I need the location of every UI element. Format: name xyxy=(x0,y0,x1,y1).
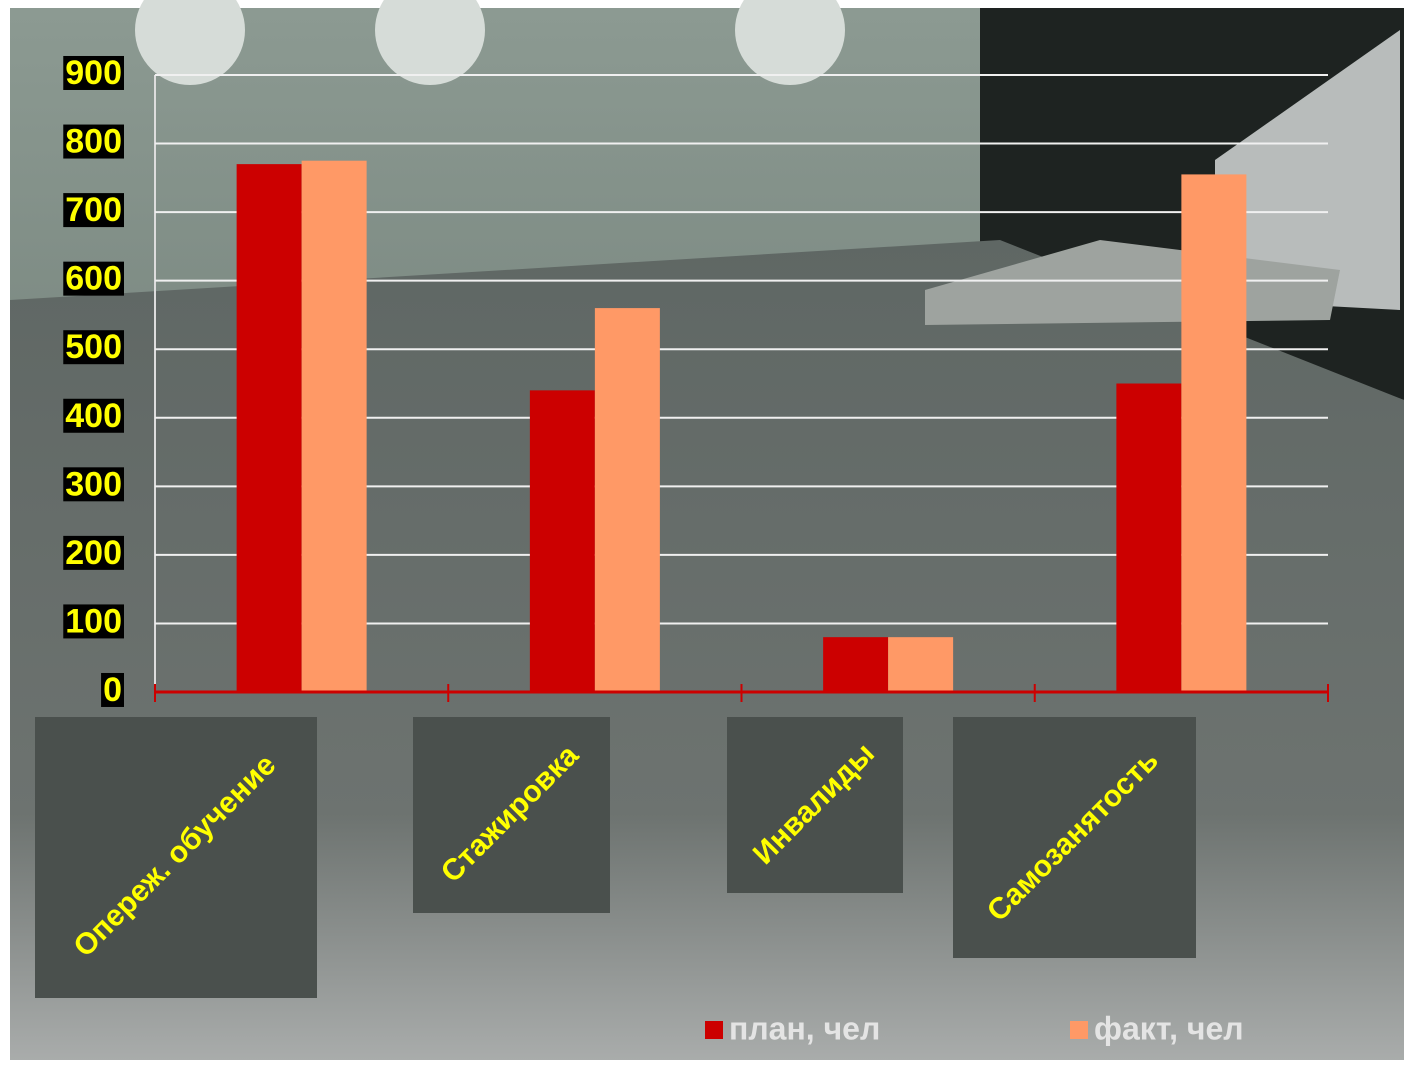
legend-label: факт, чел xyxy=(1094,1010,1244,1046)
bar xyxy=(888,637,953,692)
y-tick-label: 400 xyxy=(65,397,122,435)
y-tick-label: 900 xyxy=(65,54,122,92)
y-tick-label: 200 xyxy=(65,534,122,572)
y-tick-label: 600 xyxy=(65,260,122,298)
chart: 0100200300400500600700800900 Опереж. обу… xyxy=(0,0,1404,1060)
legend-swatch xyxy=(1070,1021,1088,1039)
y-tick-label: 0 xyxy=(103,671,122,709)
bar xyxy=(1181,174,1246,692)
y-tick-label: 700 xyxy=(65,191,122,229)
page: {"chart_data": {"type": "bar", "categori… xyxy=(0,0,1404,1060)
legend-label: план, чел xyxy=(729,1010,880,1046)
bar xyxy=(1116,384,1181,693)
y-tick-label: 300 xyxy=(65,465,122,503)
bar xyxy=(823,637,888,692)
bar xyxy=(595,308,660,692)
bar xyxy=(530,390,595,692)
y-tick-label: 100 xyxy=(65,602,122,640)
legend-swatch xyxy=(705,1021,723,1039)
bar xyxy=(302,161,367,692)
bar xyxy=(237,164,302,692)
y-tick-label: 500 xyxy=(65,328,122,366)
y-tick-label: 800 xyxy=(65,123,122,161)
